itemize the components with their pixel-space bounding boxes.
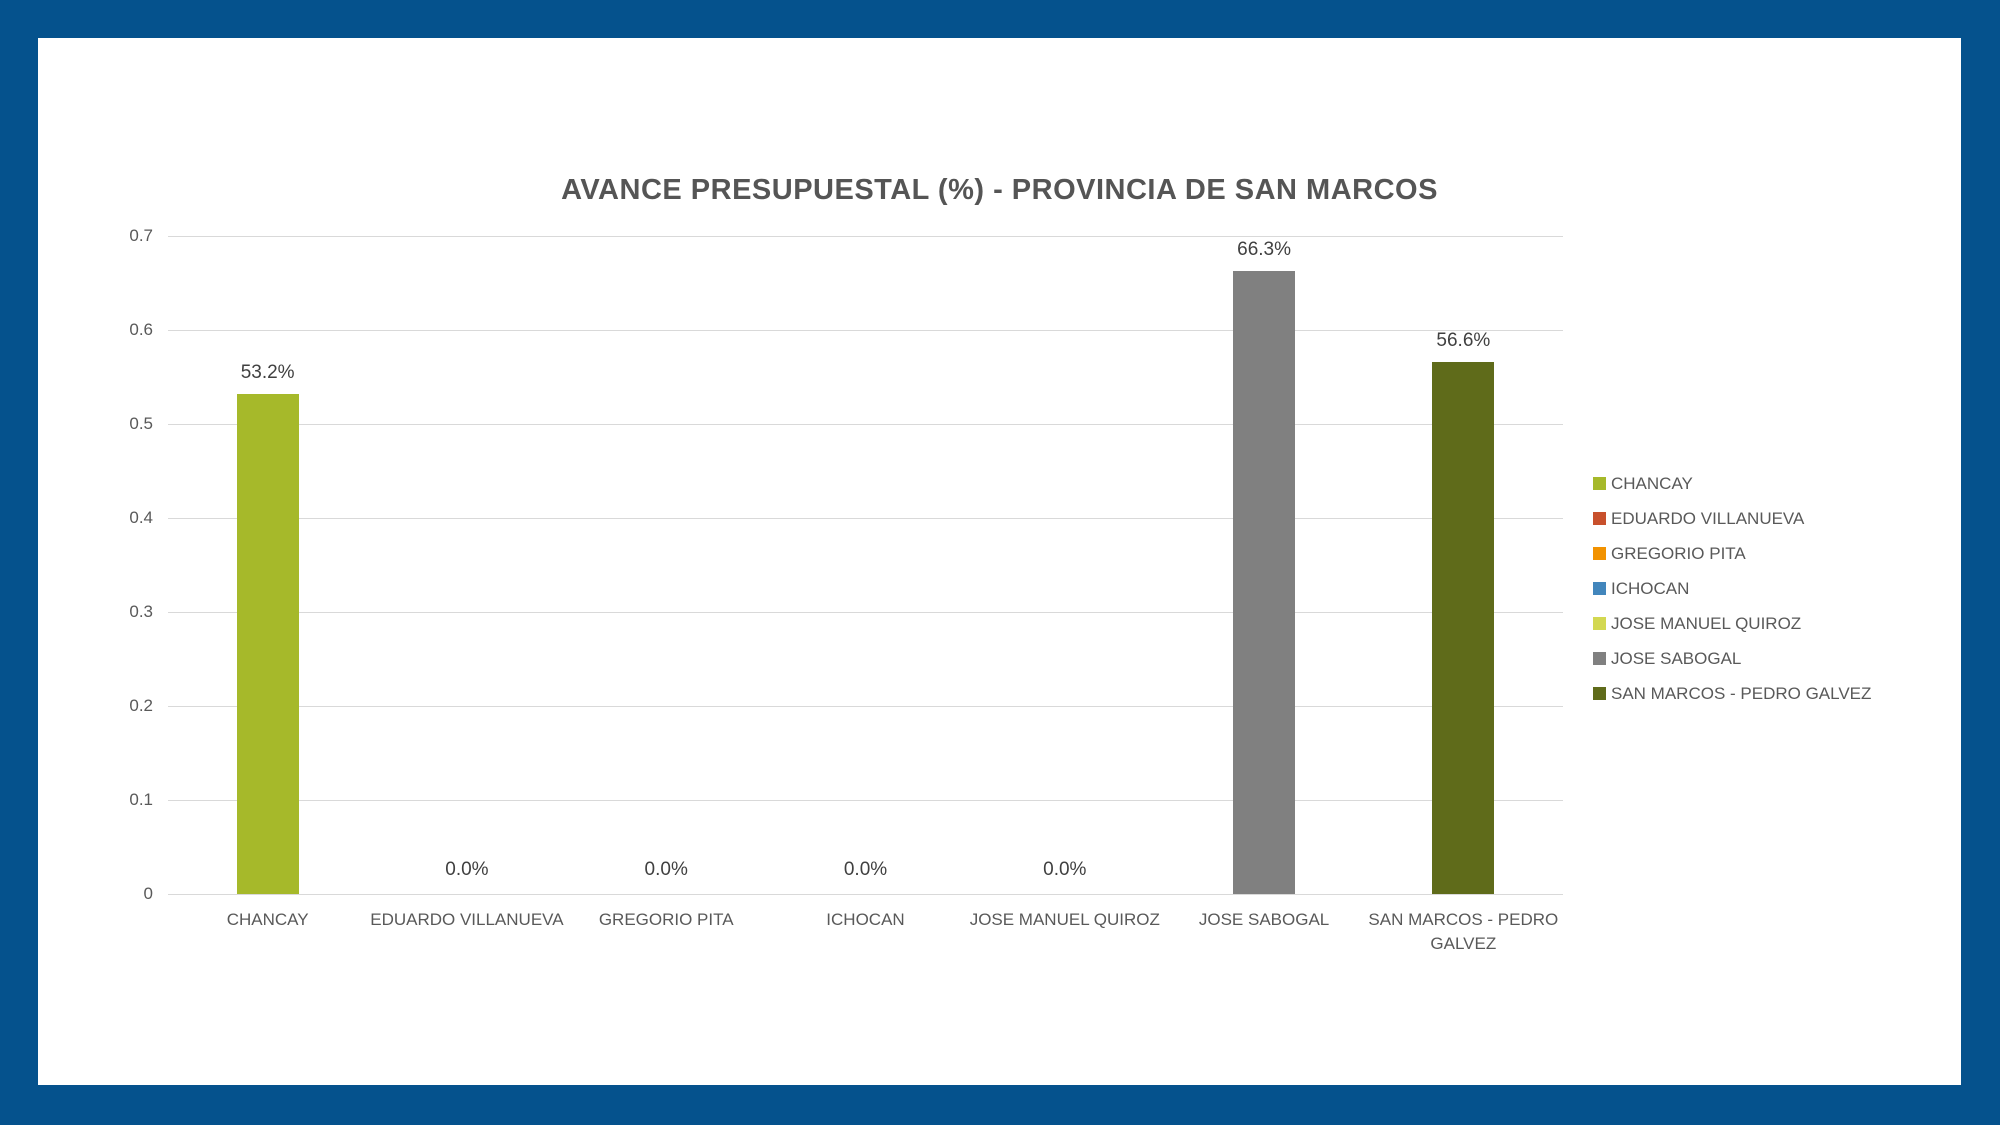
x-category-label: JOSE SABOGAL bbox=[1198, 910, 1330, 929]
x-category-label: EDUARDO VILLANUEVA bbox=[370, 910, 564, 929]
gridline bbox=[168, 235, 1563, 237]
legend-item: EDUARDO VILLANUEVA bbox=[1593, 501, 1871, 536]
legend-swatch-icon bbox=[1593, 547, 1606, 560]
bar-jose-sabogal bbox=[1233, 270, 1296, 894]
plot-area: 0 0.1 0.2 0.3 0.4 0.5 0.6 0.7 53.2% CHANCAY 0.0% ED… bbox=[38, 38, 1961, 1085]
bar-value-label: 56.6% bbox=[1436, 329, 1491, 351]
legend-item: JOSE SABOGAL bbox=[1593, 641, 1871, 676]
x-category-label: SAN MARCOS - PEDRO GALVEZ bbox=[1368, 910, 1559, 953]
legend-label: JOSE SABOGAL bbox=[1611, 648, 1742, 668]
gridline bbox=[168, 517, 1563, 519]
legend-label: JOSE MANUEL QUIROZ bbox=[1611, 613, 1802, 633]
legend-swatch-icon bbox=[1593, 617, 1606, 630]
x-category-label: JOSE MANUEL QUIROZ bbox=[969, 910, 1160, 929]
y-axis-tick-label: 0.5 bbox=[129, 414, 153, 433]
bar-value-label: 0.0% bbox=[1043, 859, 1087, 880]
y-axis-tick-label: 0.2 bbox=[129, 696, 153, 715]
gridline bbox=[168, 611, 1563, 613]
legend-item: JOSE MANUEL QUIROZ bbox=[1593, 606, 1871, 641]
legend-item: ICHOCAN bbox=[1593, 571, 1871, 606]
x-category-label: CHANCAY bbox=[226, 910, 309, 929]
bar-value-label: 0.0% bbox=[644, 859, 688, 880]
y-axis-tick-label: 0.7 bbox=[129, 226, 153, 245]
y-axis-tick-label: 0.3 bbox=[129, 602, 153, 621]
legend-swatch-icon bbox=[1593, 477, 1606, 490]
bar-chancay bbox=[236, 393, 299, 894]
gridline bbox=[168, 423, 1563, 425]
legend-item: CHANCAY bbox=[1593, 466, 1871, 501]
chart-title: AVANCE PRESUPUESTAL (%) - PROVINCIA DE S… bbox=[561, 174, 1438, 206]
bar-value-label: 53.2% bbox=[240, 361, 295, 383]
x-category-label: ICHOCAN bbox=[826, 910, 905, 929]
legend-swatch-icon bbox=[1593, 652, 1606, 665]
y-axis-tick-label: 0.4 bbox=[129, 508, 153, 527]
bar-value-label: 0.0% bbox=[445, 859, 489, 880]
gridline bbox=[168, 329, 1563, 331]
chart-legend: CHANCAY EDUARDO VILLANUEVA GREGORIO PITA IC… bbox=[1593, 466, 1871, 711]
legend-item: GREGORIO PITA bbox=[1593, 536, 1871, 571]
legend-label: CHANCAY bbox=[1611, 473, 1693, 493]
legend-item: SAN MARCOS - PEDRO GALVEZ bbox=[1593, 676, 1871, 711]
legend-label: ICHOCAN bbox=[1611, 578, 1690, 598]
legend-swatch-icon bbox=[1593, 687, 1606, 700]
bar-san-marcos-pedro-galvez bbox=[1432, 361, 1495, 894]
chart-canvas: AVANCE PRESUPUESTAL (%) - PROVINCIA DE S… bbox=[38, 38, 1961, 1085]
gridline bbox=[168, 705, 1563, 707]
legend-label: EDUARDO VILLANUEVA bbox=[1611, 508, 1805, 528]
x-axis-line bbox=[168, 893, 1563, 895]
y-axis-tick-label: 0.6 bbox=[129, 320, 153, 339]
bar-value-label: 66.3% bbox=[1237, 238, 1291, 260]
legend-label: GREGORIO PITA bbox=[1611, 543, 1746, 563]
x-category-label: GREGORIO PITA bbox=[598, 910, 734, 929]
legend-swatch-icon bbox=[1593, 512, 1606, 525]
gridline bbox=[168, 799, 1563, 801]
bar-value-label: 0.0% bbox=[843, 859, 888, 880]
y-axis-tick-label: 0 bbox=[143, 884, 153, 903]
legend-label: SAN MARCOS - PEDRO GALVEZ bbox=[1611, 683, 1872, 703]
legend-swatch-icon bbox=[1593, 582, 1606, 595]
y-axis-tick-label: 0.1 bbox=[129, 790, 153, 809]
